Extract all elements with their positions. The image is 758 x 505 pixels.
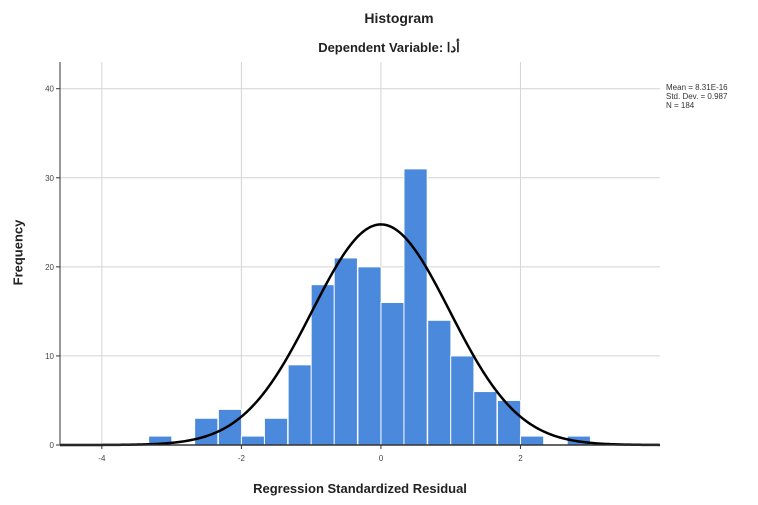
x-tick-label: 2 bbox=[518, 454, 523, 463]
normal-curve-line bbox=[60, 223, 661, 447]
histogram-bar bbox=[519, 435, 545, 446]
histogram-bar bbox=[403, 168, 428, 446]
axes bbox=[56, 62, 660, 449]
y-tick-label: 20 bbox=[45, 263, 54, 272]
stats-std-dev: Std. Dev. = 0.987 bbox=[666, 92, 728, 101]
histogram-bar bbox=[194, 417, 219, 446]
y-axis-label: Frequency bbox=[10, 219, 26, 286]
y-tick-label: 0 bbox=[50, 441, 55, 450]
histogram-bar bbox=[357, 266, 382, 446]
chart-title: Histogram bbox=[364, 10, 434, 26]
x-tick-label: 0 bbox=[379, 454, 384, 463]
y-tick-label: 40 bbox=[45, 85, 54, 94]
stats-legend: Mean = 8.31E-16 Std. Dev. = 0.987 N = 18… bbox=[666, 83, 728, 110]
y-tick-label: 10 bbox=[45, 352, 54, 361]
x-tick-label: -4 bbox=[98, 454, 106, 463]
tick-labels: 0 10 20 30 40 -4 -2 0 2 bbox=[45, 85, 523, 463]
histogram-bar bbox=[240, 435, 266, 446]
x-tick-label: -2 bbox=[238, 454, 246, 463]
x-axis-label: Regression Standardized Residual bbox=[253, 481, 467, 496]
y-tick-label: 30 bbox=[45, 174, 54, 183]
stats-n: N = 184 bbox=[666, 101, 695, 110]
histogram-bar bbox=[217, 408, 243, 446]
histogram-bar bbox=[380, 301, 405, 446]
histogram-bar bbox=[473, 391, 498, 446]
grid-lines bbox=[60, 62, 660, 445]
histogram-bar bbox=[450, 355, 475, 446]
stats-mean: Mean = 8.31E-16 bbox=[666, 83, 728, 92]
chart-subtitle: Dependent Variable: أدا bbox=[318, 40, 460, 55]
histogram-bar bbox=[287, 364, 312, 446]
histogram-bar bbox=[263, 417, 289, 446]
histogram-bar bbox=[333, 257, 358, 446]
histogram-bar bbox=[427, 319, 452, 446]
histogram-bars bbox=[148, 168, 591, 446]
normal-curve bbox=[60, 223, 661, 447]
